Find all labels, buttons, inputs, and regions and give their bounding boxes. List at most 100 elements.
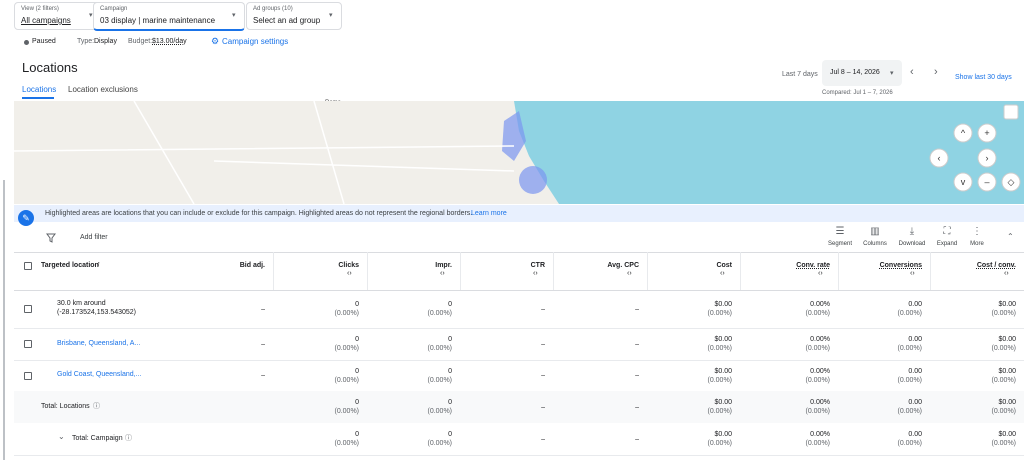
toolbar-action[interactable]: Expand <box>936 241 958 247</box>
cell-line: 0 <box>448 367 452 375</box>
svg-text:^: ^ <box>961 128 966 138</box>
checkbox[interactable] <box>24 371 32 380</box>
column-header[interactable]: Targeted location <box>41 262 99 269</box>
col-divider <box>553 252 554 290</box>
rule <box>14 455 1024 456</box>
cell-line: – <box>541 403 545 411</box>
type-label: Type: <box>77 38 95 45</box>
sort-toggle: ‹› <box>440 270 445 277</box>
location[interactable]: Brisbane, Queensland, A... <box>57 339 141 347</box>
cell-line: – <box>541 435 545 443</box>
cell-line: 0.00% <box>810 367 830 375</box>
edit-button[interactable]: ✎ <box>18 210 34 226</box>
cell-line: (0.00%) <box>897 310 922 317</box>
budget-label: Budget: <box>128 38 153 45</box>
cell: – <box>165 371 265 380</box>
cell-line: (0.00%) <box>427 408 452 415</box>
cell-line: (0.00%) <box>805 310 830 317</box>
toolbar-action[interactable]: More <box>970 241 984 247</box>
checkbox[interactable] <box>24 340 32 348</box>
campaign-settings[interactable]: Campaign settings <box>222 37 289 46</box>
col-divider <box>273 252 274 290</box>
cell-line: – <box>261 340 265 348</box>
cell: – <box>553 305 639 314</box>
toolbar-action[interactable]: Download <box>898 241 926 247</box>
date-range[interactable]: Jul 8 – 14, 2026 ▾ <box>822 60 902 86</box>
cell: 0 (0.00%) <box>367 398 452 416</box>
cell-line: (0.00%) <box>707 345 732 352</box>
cell: – <box>553 371 639 380</box>
next[interactable]: › <box>934 66 938 78</box>
cell-line: (0.00%) <box>897 408 922 415</box>
column-header[interactable]: Clicks <box>338 262 359 269</box>
toolbar-icon: ⋮ <box>972 226 982 237</box>
collapse[interactable]: ⌃ <box>1007 232 1014 241</box>
date-value: Jul 8 – 14, 2026 <box>830 69 880 76</box>
add-filter[interactable]: Add filter <box>80 234 108 241</box>
control-glyphs: ^ + ‹ › v – ◇ <box>938 128 1015 187</box>
filter-dropdown[interactable]: Campaign 03 display | marine maintenance ▾ <box>93 2 245 31</box>
cell: $0.00 (0.00%) <box>930 335 1016 353</box>
status: Paused <box>32 38 56 45</box>
column-header[interactable]: Conversions <box>879 262 922 269</box>
location: Total: Locations <box>41 402 90 410</box>
banner-bg <box>14 205 1024 222</box>
cell-line: – <box>541 372 545 379</box>
cell: $0.00 (0.00%) <box>647 398 732 416</box>
cell: – <box>553 340 639 349</box>
cell: 0.00% (0.00%) <box>740 300 830 318</box>
cell-line: $0.00 <box>998 399 1016 406</box>
cell-line: (0.00%) <box>334 376 359 384</box>
expand-toggle[interactable]: ⌄ <box>58 432 65 441</box>
show-more[interactable]: Show last 30 days <box>955 74 1012 81</box>
sort-toggle: ‹› <box>818 270 823 277</box>
cell: – <box>165 305 265 314</box>
checkbox[interactable] <box>24 262 32 270</box>
location[interactable]: Gold Coast, Queensland,... <box>57 371 142 378</box>
cell-line: 0 <box>355 336 359 343</box>
filter-dropdown[interactable]: Ad groups (10) Select an ad group ▾ <box>246 2 342 30</box>
column-header[interactable]: Avg. CPC <box>607 262 639 269</box>
rule <box>14 328 1024 329</box>
column-header[interactable]: Impr. <box>435 262 452 269</box>
svg-text:◇: ◇ <box>1008 177 1015 187</box>
cell-line: 0.00 <box>908 336 922 343</box>
dropdown-arrow: ▾ <box>890 70 894 77</box>
filter-icon[interactable] <box>46 233 56 243</box>
cell-line: – <box>541 340 545 348</box>
cell: 0.00 (0.00%) <box>838 430 922 448</box>
column-header[interactable]: Bid adj. <box>239 262 265 269</box>
tab-underline <box>22 97 54 99</box>
column-header[interactable]: Cost / conv. <box>976 262 1016 269</box>
banner-text: Highlighted areas are locations that you… <box>45 210 473 217</box>
cell: $0.00 (0.00%) <box>930 430 1016 448</box>
cell-line: 0 <box>355 367 359 375</box>
checkbox[interactable] <box>24 305 32 313</box>
column-header[interactable]: CTR <box>530 262 545 269</box>
cell: – <box>165 340 265 349</box>
cell: 0 (0.00%) <box>367 430 452 448</box>
help-icon: ⓘ <box>125 435 132 442</box>
location: Total: Campaign <box>72 434 123 442</box>
map-controls[interactable] <box>929 104 1021 192</box>
cell: 0 (0.00%) <box>367 300 452 318</box>
banner-link[interactable]: Learn more <box>471 210 507 217</box>
range-label: Last 7 days <box>782 71 818 78</box>
filter-dropdown[interactable]: View (2 filters) All campaigns ▾ <box>14 2 102 30</box>
cell-line: $0.00 <box>998 301 1016 308</box>
column-header[interactable]: Conv. rate <box>796 262 830 269</box>
cell-line: (0.00%) <box>897 345 922 352</box>
cell-line: 0.00 <box>908 367 922 375</box>
tab[interactable]: Location exclusions <box>68 85 138 94</box>
cell-line: $0.00 <box>998 336 1016 343</box>
toolbar-action[interactable]: Columns <box>863 241 887 247</box>
cell-line: – <box>635 372 639 379</box>
dropdown-arrow: ▾ <box>329 12 333 19</box>
tab[interactable]: Locations <box>22 85 57 94</box>
cell: 0 (0.00%) <box>273 367 359 385</box>
toolbar-action[interactable]: Segment <box>827 241 852 247</box>
prev[interactable]: ‹ <box>910 66 914 78</box>
column-header[interactable]: Cost <box>716 262 732 269</box>
highlight-radius <box>519 166 547 194</box>
row-bg <box>14 391 1024 423</box>
